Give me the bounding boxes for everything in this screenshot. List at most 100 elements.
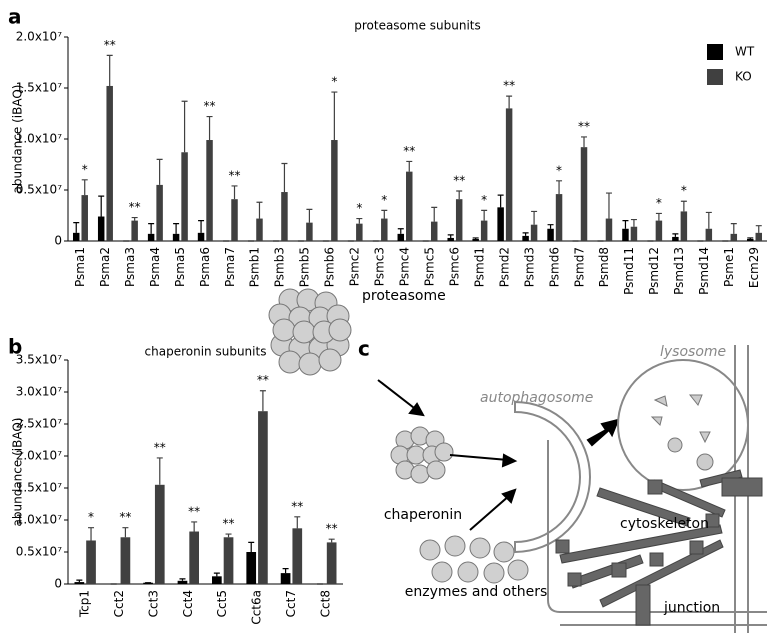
bar xyxy=(472,238,479,241)
autophagosome-label: autophagosome xyxy=(480,390,593,406)
error-bar xyxy=(156,457,163,485)
y-tick-label: 0.5x10⁷ xyxy=(16,545,62,559)
x-tick-label: Cct5 xyxy=(215,590,229,617)
bar xyxy=(292,528,303,584)
x-tick-label: Cct4 xyxy=(181,590,195,617)
cytoskeleton-label: cytoskeleton xyxy=(620,516,709,532)
x-tick-label: Psmd12 xyxy=(647,247,661,295)
y-tick-label: 2.5x10⁷ xyxy=(16,417,62,431)
bar xyxy=(223,537,234,584)
bar xyxy=(258,411,268,584)
error-bar xyxy=(531,210,538,225)
x-tick-label: Psmb5 xyxy=(298,247,312,287)
enzymes-label: enzymes and others xyxy=(405,584,548,600)
significance: ** xyxy=(403,144,415,158)
error-bar xyxy=(397,228,404,234)
bar xyxy=(212,576,222,584)
error-bar xyxy=(472,237,479,239)
x-tick-label: Psmc6 xyxy=(447,247,461,286)
x-tick-label: Psmd1 xyxy=(472,247,486,287)
x-tick-label: Psma1 xyxy=(73,247,87,287)
x-tick-label: Psma7 xyxy=(223,247,237,287)
significance: ** xyxy=(229,168,241,182)
error-bar xyxy=(356,217,363,224)
y-tick-label: 1.0x10⁷ xyxy=(16,513,62,527)
bar xyxy=(630,226,638,241)
bar xyxy=(189,531,199,584)
error-bar xyxy=(672,233,679,237)
x-tick-label: Cct6a xyxy=(250,590,264,625)
bar xyxy=(246,552,257,584)
bar xyxy=(256,218,263,241)
error-bar xyxy=(213,572,220,577)
x-tick-label: Cct7 xyxy=(284,590,298,617)
bar xyxy=(455,199,463,241)
error-bar xyxy=(81,179,88,196)
bar xyxy=(705,228,713,241)
error-bar xyxy=(522,232,529,236)
significance: * xyxy=(356,201,362,215)
bar xyxy=(206,140,213,241)
bar xyxy=(81,195,88,241)
error-bar xyxy=(456,190,463,200)
x-tick-label: Tcp1 xyxy=(78,590,92,618)
bar xyxy=(156,184,163,241)
significance: ** xyxy=(326,522,338,536)
lysosome-content xyxy=(650,394,714,471)
error-bar xyxy=(131,216,138,221)
y-axis-label: abundance (iBAQ) xyxy=(11,85,25,194)
error-bar xyxy=(622,220,629,229)
significance: ** xyxy=(204,99,216,113)
error-bar xyxy=(198,220,205,233)
significance: * xyxy=(331,75,337,89)
x-tick-label: Psmd6 xyxy=(547,247,561,287)
error-bar xyxy=(581,136,588,148)
error-bar xyxy=(282,568,289,574)
bar xyxy=(281,192,288,241)
error-bar xyxy=(680,200,687,212)
bar xyxy=(280,573,291,584)
x-tick-label: Psmd13 xyxy=(672,247,686,295)
error-bar xyxy=(447,234,454,238)
bar xyxy=(605,218,613,241)
bar xyxy=(86,540,96,584)
x-tick-label: Psmd7 xyxy=(572,247,586,287)
y-tick-label: 2.0x10⁷ xyxy=(16,449,62,463)
error-bar xyxy=(406,160,413,172)
error-bar xyxy=(431,206,438,222)
junction-lines xyxy=(547,345,767,633)
error-bar xyxy=(306,208,313,223)
x-tick-label: Psmc5 xyxy=(422,247,436,286)
error-bar xyxy=(259,390,266,412)
significance: * xyxy=(681,184,687,198)
bar xyxy=(131,220,138,241)
chart-title: chaperonin subunits xyxy=(145,345,267,359)
error-bar xyxy=(281,162,288,193)
x-tick-label: Psmd14 xyxy=(697,247,711,295)
error-bar xyxy=(191,521,198,532)
significance: ** xyxy=(503,79,515,93)
bar xyxy=(522,235,529,241)
legend-swatch xyxy=(707,69,723,85)
bar xyxy=(326,542,337,584)
error-bar xyxy=(547,224,554,229)
x-tick-label: Psmd3 xyxy=(522,247,536,287)
significance: ** xyxy=(453,174,465,188)
x-tick-label: Psmb3 xyxy=(273,247,287,287)
error-bar xyxy=(76,579,83,583)
error-bar xyxy=(179,578,186,581)
significance: ** xyxy=(129,200,141,214)
error-bar xyxy=(256,201,263,219)
error-bar xyxy=(481,209,488,221)
error-bar xyxy=(497,194,504,208)
error-bar xyxy=(231,185,238,200)
bar xyxy=(172,233,180,241)
bar xyxy=(231,199,238,241)
legend-label: WT xyxy=(735,45,755,59)
bar xyxy=(505,108,513,242)
y-tick-label: 1.5x10⁷ xyxy=(16,481,62,495)
bar xyxy=(120,537,131,584)
significance: ** xyxy=(154,440,166,454)
bar xyxy=(672,236,679,241)
